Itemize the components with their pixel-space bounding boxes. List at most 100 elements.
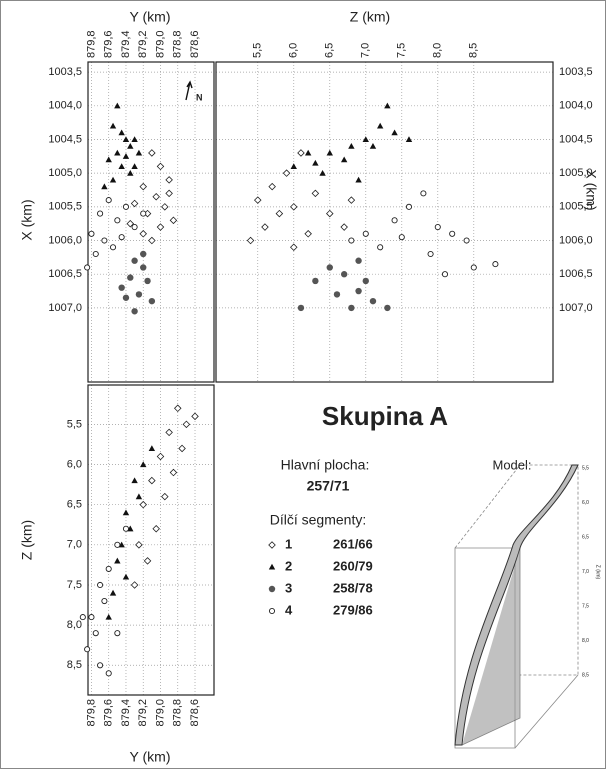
y-tick-label: 1006,5 <box>48 268 82 280</box>
ring-marker <box>122 203 130 210</box>
north-label: N <box>196 92 203 102</box>
plot-frame <box>215 61 554 383</box>
ring-marker <box>131 224 138 231</box>
triangle-marker <box>122 509 130 516</box>
north-arrow <box>185 80 193 101</box>
triangle-marker <box>131 477 138 484</box>
dot-marker <box>127 274 134 281</box>
main-plane-value: 257/71 <box>307 478 350 494</box>
diamond-marker <box>161 492 169 501</box>
diamond-marker <box>165 189 173 198</box>
x-tick-label: 7,5 <box>396 43 408 58</box>
ring-marker <box>109 244 117 251</box>
dot-marker <box>348 304 355 312</box>
ring-marker <box>441 271 449 278</box>
diamond-marker <box>178 444 186 453</box>
dot-marker <box>122 294 130 301</box>
y-axis-label: Z (km) <box>19 520 35 560</box>
ring-marker <box>79 614 86 621</box>
ring-marker <box>101 237 108 244</box>
ring-marker <box>449 230 456 237</box>
legend-name: 1 <box>285 536 292 551</box>
ring-marker <box>463 237 470 244</box>
segments-label: Dílčí segmenty: <box>270 512 366 528</box>
plot-frame <box>87 384 215 696</box>
ring-marker <box>97 581 104 589</box>
dot-marker <box>135 291 143 298</box>
triangle-marker <box>101 183 108 190</box>
diamond-marker <box>253 196 262 204</box>
triangle-marker <box>348 143 355 149</box>
ring-marker <box>105 670 112 677</box>
dot-marker <box>333 291 341 298</box>
y-tick-label: 1007,0 <box>48 302 82 314</box>
x-tick-label: 879,4 <box>120 30 132 58</box>
ring-marker <box>92 250 99 258</box>
dot-marker <box>297 304 305 312</box>
dot-marker <box>326 264 333 271</box>
ring-marker <box>88 614 95 621</box>
triangle-marker <box>135 493 143 500</box>
model-drawing <box>454 464 579 749</box>
y-tick-label: 5,5 <box>67 418 82 430</box>
model-tick-label: 5,5 <box>582 465 589 471</box>
diamond-marker <box>156 452 165 461</box>
y-tick-label: 1006,0 <box>559 234 593 246</box>
diamond-marker <box>139 182 147 191</box>
diamond-marker <box>340 223 348 231</box>
y-tick-label: 1005,5 <box>559 201 593 213</box>
y-axis-label: X (km) <box>583 169 599 210</box>
triangle-marker <box>391 129 398 136</box>
triangle-marker <box>109 122 117 129</box>
diamond-marker <box>246 236 255 245</box>
y-tick-label: 1004,5 <box>559 133 593 145</box>
diamond-marker <box>148 476 156 485</box>
legend-marker <box>268 585 276 593</box>
ring-marker <box>492 261 499 268</box>
ring-marker <box>105 197 112 204</box>
diamond-marker <box>290 203 298 211</box>
dot-marker <box>384 304 391 312</box>
plot-frame <box>87 61 215 383</box>
x-axis-label: Z (km) <box>350 9 390 25</box>
triangle-marker <box>109 589 117 596</box>
diamond-marker <box>135 541 143 549</box>
diamond-marker <box>130 199 139 208</box>
triangle-marker <box>105 156 112 163</box>
diamond-marker <box>268 182 276 191</box>
ring-marker <box>362 230 369 237</box>
x-tick-label: 879,6 <box>103 699 115 727</box>
triangle-marker <box>140 461 147 468</box>
ring-marker <box>105 565 112 572</box>
triangle-marker <box>376 122 384 129</box>
diamond-marker <box>139 230 147 238</box>
triangle-marker <box>105 613 112 620</box>
diamond-marker <box>169 216 178 225</box>
diamond-marker <box>290 243 298 252</box>
x-tick-label: 879,4 <box>120 699 132 727</box>
ring-marker <box>114 217 121 224</box>
model-tick-label: 6,5 <box>582 534 589 540</box>
legend-value: 260/79 <box>333 558 373 573</box>
triangle-marker <box>127 169 134 176</box>
y-tick-label: 6,5 <box>67 499 82 511</box>
x-tick-label: 6,0 <box>288 43 300 58</box>
x-tick-label: 879,8 <box>85 30 97 58</box>
legend-value: 279/86 <box>333 602 373 617</box>
ring-marker <box>391 217 398 224</box>
ring-marker <box>118 234 125 241</box>
ring-marker <box>97 210 104 217</box>
ring-marker <box>101 597 108 605</box>
dot-marker <box>148 297 156 305</box>
ring-marker <box>140 210 147 217</box>
dot-marker <box>131 257 138 264</box>
diamond-marker <box>169 468 178 477</box>
dot-marker <box>369 297 377 305</box>
x-tick-label: 8,0 <box>432 43 444 58</box>
legend-marker <box>268 607 276 615</box>
x-tick-label: 879,2 <box>137 699 149 727</box>
y-tick-label: 7,0 <box>67 539 82 551</box>
legend-name: 2 <box>285 558 292 573</box>
y-tick-label: 1003,5 <box>559 66 593 78</box>
